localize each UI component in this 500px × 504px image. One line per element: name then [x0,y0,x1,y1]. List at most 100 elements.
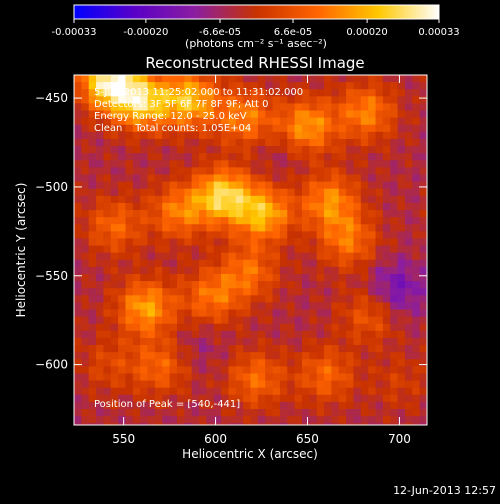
y-tick-label: −450 [35,91,68,105]
heatmap-cell [324,124,332,133]
heatmap-cell [162,224,171,232]
heatmap-cell [81,352,90,360]
heatmap-cell [110,245,119,254]
heatmap-cell [81,117,90,126]
heatmap-cell [125,259,134,268]
colorbar-gradient [73,4,440,20]
heatmap-cell [324,252,332,261]
heatmap-cell [176,337,185,346]
heatmap-cell [96,309,105,318]
heatmap-cell [169,330,178,339]
heatmap-cell [199,252,207,261]
heatmap-cell [88,302,97,311]
heatmap-cell [154,96,163,105]
heatmap-cell [294,380,303,389]
heatmap-cell [272,82,281,90]
heatmap-cell [353,202,362,211]
heatmap-cell [265,330,274,339]
heatmap-cell [199,352,207,360]
heatmap-cell [338,202,347,211]
heatmap-cell [375,416,384,424]
heatmap-cell [191,409,200,417]
heatmap-cell [81,82,90,90]
heatmap-cell [301,423,310,425]
heatmap-cell [412,224,421,232]
heatmap-cell [346,103,355,112]
heatmap-cell [375,238,384,247]
heatmap-cell [287,117,296,126]
heatmap-cell [118,217,127,225]
heatmap-cell [221,337,230,346]
heatmap-cell [74,416,82,424]
heatmap-cell [338,266,347,275]
heatmap-cell [162,366,171,375]
heatmap-cell [154,366,163,375]
heatmap-cell [110,195,119,204]
heatmap-cell [88,75,97,83]
heatmap-cell [419,117,427,126]
heatmap-cell [235,288,244,296]
heatmap-cell [390,224,399,232]
heatmap-cell [250,359,259,367]
heatmap-cell [265,416,274,424]
heatmap-cell [162,89,171,97]
heatmap-cell [132,217,141,225]
heatmap-cell [338,195,347,204]
heatmap-cell [412,75,421,83]
heatmap-cell [176,423,185,425]
heatmap-cell [213,337,222,346]
heatmap-cell [235,103,244,112]
heatmap-cell [140,217,149,225]
heatmap-cell [338,110,347,119]
heatmap-cell [243,217,252,225]
heatmap-cell [324,359,332,367]
heatmap-cell [162,416,171,424]
heatmap-cell [287,387,296,396]
heatmap-cell [412,217,421,225]
heatmap-cell [294,401,303,410]
heatmap-cell [96,401,105,410]
heatmap-cell [206,96,215,105]
heatmap-cell [199,231,207,240]
heatmap-cell [338,352,347,360]
heatmap-cell [191,160,200,168]
heatmap-cell [110,89,119,97]
heatmap-cell [221,245,230,254]
heatmap-cell [404,266,413,275]
heatmap-cell [375,337,384,346]
heatmap-cell [316,124,325,133]
heatmap-cell [397,316,406,325]
heatmap-cell [221,75,230,83]
heatmap-cell [243,96,252,105]
heatmap-cell [390,96,399,105]
heatmap-cell [213,316,222,325]
heatmap-cell [257,323,266,332]
heatmap-cell [360,281,369,289]
heatmap-cell [404,302,413,311]
heatmap-cell [213,103,222,112]
heatmap-cell [390,181,399,190]
heatmap-cell [206,202,215,211]
heatmap-cell [88,309,97,318]
heatmap-cell [338,288,347,296]
heatmap-cell [353,259,362,268]
heatmap-cell [272,309,281,318]
heatmap-cell [360,174,369,183]
heatmap-cell [250,401,259,410]
heatmap-cell [419,202,427,211]
heatmap-cell [375,231,384,240]
heatmap-cell [228,330,237,339]
heatmap-cell [419,401,427,410]
heatmap-cell [360,352,369,360]
heatmap-cell [390,131,399,140]
heatmap-cell [331,117,340,126]
heatmap-cell [81,138,90,147]
heatmap-cell [235,401,244,410]
heatmap-cell [81,302,90,311]
heatmap-cell [243,352,252,360]
heatmap-cell [125,288,134,296]
heatmap-cell [272,195,281,204]
heatmap-cell [191,373,200,382]
heatmap-cell [88,401,97,410]
heatmap-cell [81,231,90,240]
